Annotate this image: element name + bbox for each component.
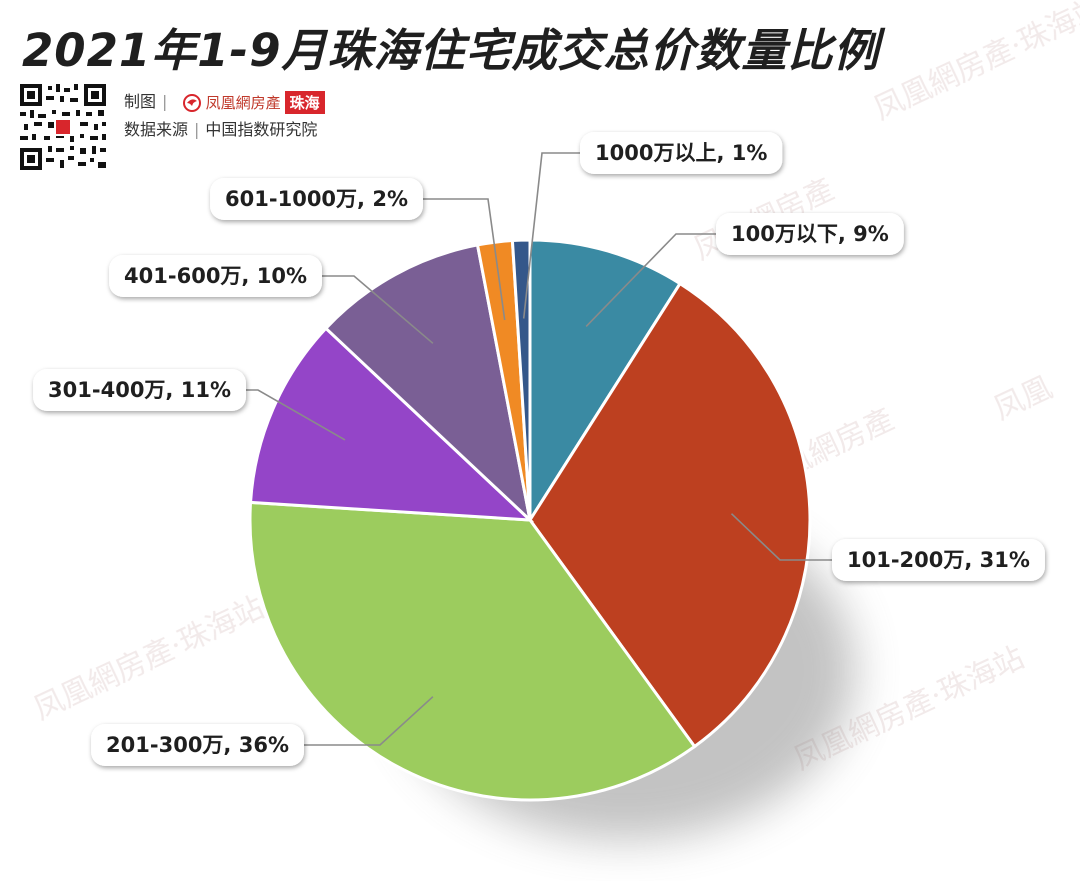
brand-name: 凤凰網房產: [205, 94, 281, 112]
svg-text:凤凰網房產·珠海站: 凤凰網房產·珠海站: [29, 590, 270, 727]
leader-line-6: [522, 152, 580, 319]
qr-code-icon: [18, 82, 108, 172]
data-label-2: 201-300万, 36%: [91, 724, 304, 766]
data-label-0: 100万以下, 9%: [716, 213, 904, 255]
data-label-box: [716, 213, 904, 255]
leader-line-3: [246, 389, 346, 441]
data-label-box: [109, 255, 322, 297]
pie-slices: [248, 238, 812, 802]
pie-slice-6: [510, 238, 532, 521]
leader-lines: [246, 152, 832, 746]
data-label-box: [33, 369, 246, 411]
leader-line-0: [585, 233, 716, 327]
data-label-text: 301-400万, 11%: [48, 378, 231, 402]
data-label-5: 601-1000万, 2%: [210, 178, 423, 220]
credit-label: 制图: [124, 92, 157, 111]
source-name: 中国指数研究院: [205, 120, 318, 139]
source-line: 数据来源 | 中国指数研究院: [124, 120, 318, 139]
data-label-box: [91, 724, 304, 766]
brand-tag: 珠海: [284, 91, 325, 114]
data-label-4: 401-600万, 10%: [109, 255, 322, 297]
chart-title: 2021年1-9月珠海住宅成交总价数量比例: [22, 24, 880, 77]
data-label-box: [210, 178, 423, 220]
pie-slice-2: [248, 500, 697, 802]
data-label-text: 1000万以上, 1%: [595, 141, 767, 165]
data-label-1: 101-200万, 31%: [832, 539, 1045, 581]
credit-line: 制图 | 凤凰網房產 珠海: [124, 88, 325, 114]
pie-slice-0: [528, 238, 683, 526]
data-label-6: 1000万以上, 1%: [580, 132, 783, 174]
data-label-text: 100万以下, 9%: [731, 222, 889, 246]
svg-text:凤凰: 凤凰: [989, 370, 1058, 427]
data-label-text: 101-200万, 31%: [847, 548, 1030, 572]
leader-line-4: [322, 275, 434, 344]
data-label-box: [832, 539, 1045, 581]
pie-slice-3: [248, 326, 535, 522]
data-label-box: [580, 132, 783, 174]
svg-text:凤凰網房產·珠海站: 凤凰網房產·珠海站: [869, 0, 1080, 127]
data-label-text: 201-300万, 36%: [106, 733, 289, 757]
leader-line-2: [304, 696, 434, 746]
pie-slice-1: [528, 281, 812, 749]
pie-slice-4: [323, 243, 533, 525]
data-labels: 100万以下, 9% 101-200万, 31% 201-300万, 36% 301-…: [33, 132, 1045, 766]
leader-line-5: [423, 198, 506, 321]
data-label-text: 601-1000万, 2%: [225, 187, 408, 211]
leader-line-1: [730, 513, 832, 561]
source-label: 数据来源: [124, 120, 189, 139]
data-label-3: 301-400万, 11%: [33, 369, 246, 411]
data-label-text: 401-600万, 10%: [124, 264, 307, 288]
phoenix-logo-icon: [182, 93, 201, 112]
